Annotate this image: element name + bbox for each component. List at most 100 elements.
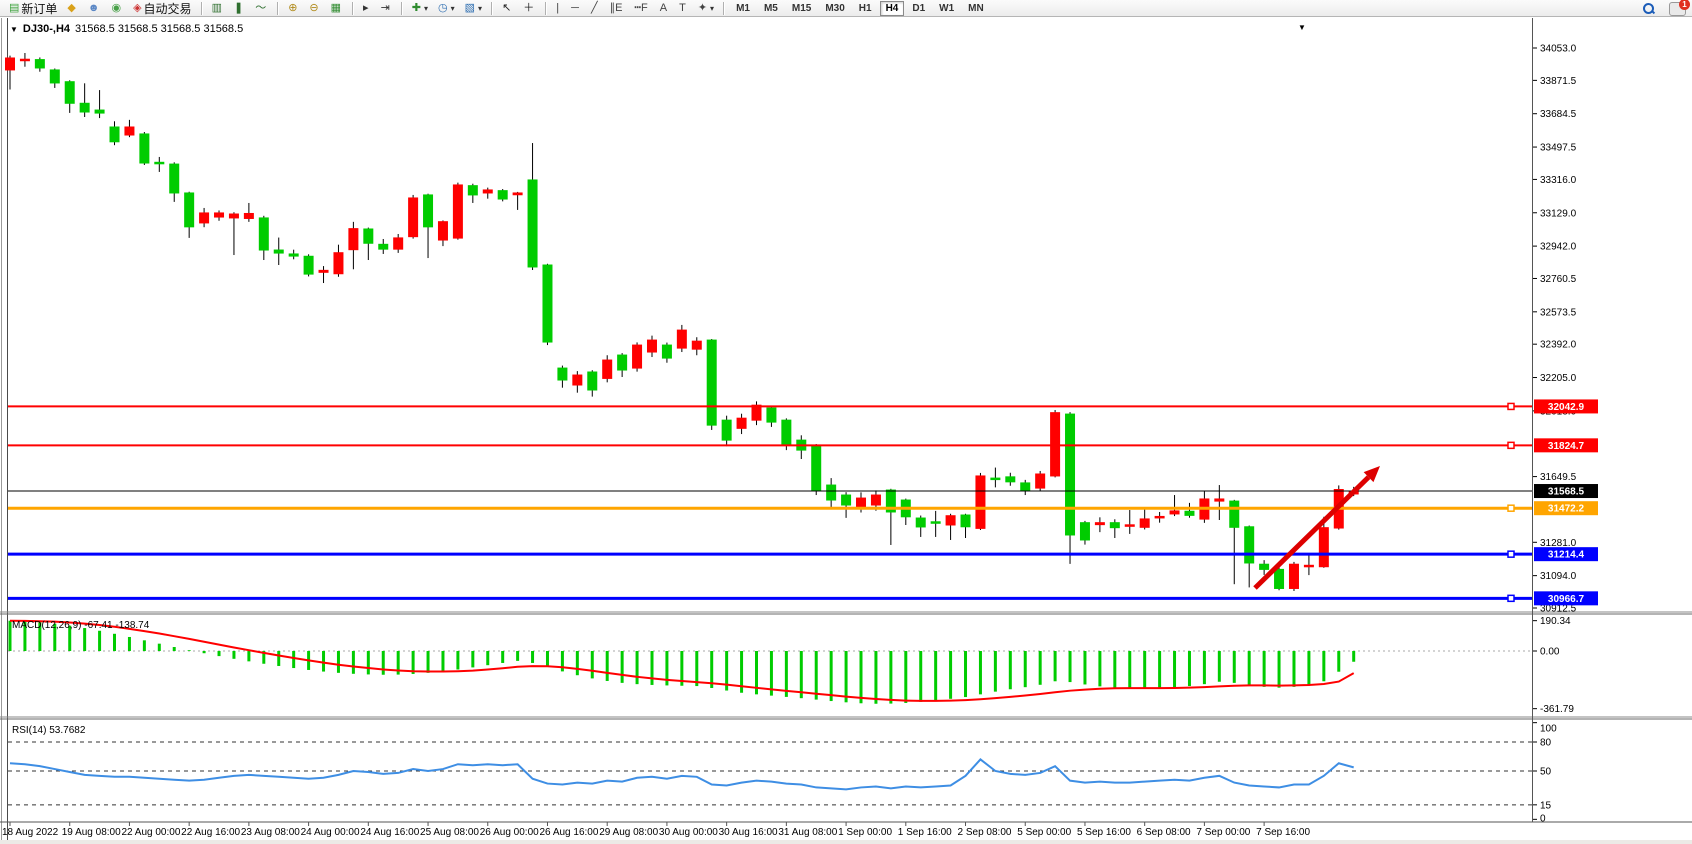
candle-body[interactable] <box>1079 522 1090 541</box>
candle-body[interactable] <box>706 339 717 426</box>
timeframe-button-M5[interactable]: M5 <box>763 2 778 14</box>
candle-body[interactable] <box>1214 498 1225 502</box>
candle-body[interactable] <box>1244 526 1255 564</box>
candle-body[interactable] <box>1259 563 1270 570</box>
timeframe-button-H1[interactable]: H1 <box>858 2 872 14</box>
zoom-in-button[interactable]: ⊕ <box>284 0 303 17</box>
fibonacci-button[interactable]: ┅F <box>630 0 653 17</box>
candle-body[interactable] <box>363 228 374 244</box>
candle-body[interactable] <box>1139 518 1150 528</box>
candle-body[interactable] <box>1050 412 1061 477</box>
candle-body[interactable] <box>661 344 672 359</box>
candle-body[interactable] <box>1094 522 1105 526</box>
candle-body[interactable] <box>632 344 643 369</box>
zoom-out-button[interactable]: ⊖ <box>305 0 324 17</box>
tile-windows-button[interactable]: ▦ <box>327 0 347 17</box>
candle-body[interactable] <box>915 517 926 528</box>
timeframe-button-M1[interactable]: M1 <box>736 2 750 14</box>
auto-scroll-button[interactable]: ▸ <box>359 0 375 17</box>
signal-button[interactable]: ◉ <box>107 0 127 17</box>
periods-button[interactable]: ◷ ▾ <box>434 0 459 17</box>
candle-body[interactable] <box>885 489 896 513</box>
candle-body[interactable] <box>930 521 941 524</box>
support-line-2-handle[interactable] <box>1507 594 1515 603</box>
candle-body[interactable] <box>736 417 747 429</box>
price-scale[interactable]: 34053.0 33871.5 33684.5 33497.5 33316.0 33129… <box>1532 44 1577 615</box>
candle-body[interactable] <box>1184 510 1195 516</box>
candle-body[interactable] <box>1318 527 1329 568</box>
candle-body[interactable] <box>1169 510 1180 515</box>
candle-body[interactable] <box>870 494 881 506</box>
arrows-button[interactable]: ✦ ▾ <box>694 0 718 17</box>
text-button[interactable]: A <box>656 0 673 17</box>
level-lines[interactable]: 32042.9 31824.7 31568.5 31472.2 31214.4 30966… <box>8 399 1598 606</box>
candle-body[interactable] <box>243 212 254 219</box>
candle-body[interactable] <box>94 109 105 114</box>
candle-body[interactable] <box>691 340 702 350</box>
candle-body[interactable] <box>587 371 598 391</box>
candle-body[interactable] <box>288 253 299 257</box>
candle-body[interactable] <box>646 339 657 353</box>
candle-body[interactable] <box>378 243 389 250</box>
candle-body[interactable] <box>617 354 628 371</box>
timeframe-button-H4[interactable]: H4 <box>879 0 905 16</box>
cursor-button[interactable]: ↖ <box>498 0 517 17</box>
candle-body[interactable] <box>1020 482 1031 491</box>
candle-body[interactable] <box>214 212 225 218</box>
candle-body[interactable] <box>34 59 45 69</box>
timeframe-button-D1[interactable]: D1 <box>912 2 926 14</box>
macd-panel[interactable]: MACD(12,26,9) -67.41 -138.74 190.34 0.00 -3… <box>8 616 1574 715</box>
trendline-button[interactable]: ╱ <box>587 0 604 17</box>
candle-body[interactable] <box>154 161 165 165</box>
resistance-line-1-handle[interactable] <box>1507 402 1515 411</box>
candle-body[interactable] <box>1035 473 1046 489</box>
collapse-chart-icon[interactable]: ▼ <box>10 24 18 34</box>
candle-body[interactable] <box>139 133 150 164</box>
candle-body[interactable] <box>975 475 986 529</box>
candle-body[interactable] <box>527 179 538 268</box>
candle-body[interactable] <box>1303 564 1314 568</box>
candle-body[interactable] <box>497 190 508 200</box>
candle-body[interactable] <box>408 197 419 238</box>
support-line-1-handle[interactable] <box>1507 550 1515 558</box>
profile-button[interactable]: ☻ <box>84 0 106 17</box>
horizontal-line-button[interactable]: ─ <box>567 0 585 17</box>
candle-body[interactable] <box>393 237 404 250</box>
candle-body[interactable] <box>318 269 329 273</box>
candle-body[interactable] <box>721 419 732 441</box>
candle-body[interactable] <box>990 477 1001 481</box>
candle-body[interactable] <box>423 194 434 228</box>
search-icon[interactable] <box>1642 2 1656 15</box>
pivot-line-handle[interactable] <box>1507 504 1515 512</box>
templates-button[interactable]: ▧ ▾ <box>461 0 486 17</box>
candle-body[interactable] <box>841 494 852 506</box>
line-chart-button[interactable]: ～ <box>251 0 272 17</box>
vertical-line-button[interactable]: | <box>552 0 565 17</box>
candle-body[interactable] <box>109 126 120 143</box>
candle-body[interactable] <box>184 192 195 228</box>
candle-body[interactable] <box>1274 568 1285 589</box>
candle-body[interactable] <box>1229 500 1240 528</box>
up-trend-arrow[interactable] <box>1253 466 1380 590</box>
candlestick-button[interactable]: ❚ <box>230 0 249 17</box>
candle-body[interactable] <box>781 419 792 446</box>
candle-body[interactable] <box>199 212 210 224</box>
equidistant-channel-button[interactable]: ∥E <box>606 0 629 17</box>
bar-chart-button[interactable]: ▥ <box>208 0 228 17</box>
candle-body[interactable] <box>602 359 613 379</box>
candle-body[interactable] <box>348 228 359 251</box>
candle-body[interactable] <box>169 163 180 194</box>
candle-body[interactable] <box>856 497 867 509</box>
candle-body[interactable] <box>1109 522 1120 529</box>
text-label-button[interactable]: T <box>675 0 692 17</box>
candle-body[interactable] <box>766 407 777 423</box>
candle-body[interactable] <box>542 264 553 343</box>
candle-body[interactable] <box>811 444 822 491</box>
timeframe-button-M15[interactable]: M15 <box>791 2 812 14</box>
timeframe-button-W1[interactable]: W1 <box>939 2 955 14</box>
candle-body[interactable] <box>64 81 75 104</box>
indicators-button[interactable]: ✚ ▾ <box>408 0 432 17</box>
candle-body[interactable] <box>1065 413 1076 536</box>
candle-body[interactable] <box>79 102 90 113</box>
candle-body[interactable] <box>228 213 239 219</box>
